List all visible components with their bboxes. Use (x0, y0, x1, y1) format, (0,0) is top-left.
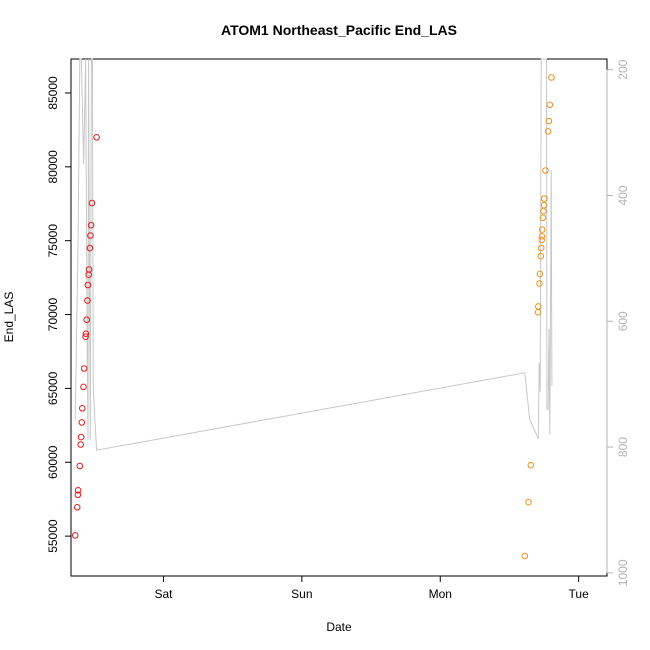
scatter-point-1-3 (74, 491, 82, 499)
scatter-point-2-20 (546, 101, 554, 109)
scatter-point-2-19 (545, 117, 553, 125)
y-axis-label: End_LAS (2, 292, 16, 343)
y-tick-label-6: 80000 (46, 150, 60, 184)
scatter-point-1-12 (82, 333, 89, 341)
y2-tick-label-2: 400 (616, 185, 630, 205)
scatter-point-1-16 (84, 281, 92, 289)
x-tick-label-2: Sun (291, 587, 312, 601)
y2-tick-label-5: 1000 (616, 559, 630, 586)
points-layer (71, 74, 555, 560)
scatter-point-1-14 (83, 316, 90, 324)
y-tick-label-7: 85000 (46, 76, 60, 110)
scatter-point-2-18 (544, 128, 552, 135)
scatter-point-1-9 (79, 405, 86, 412)
scatter-point-2-6 (536, 280, 543, 287)
scatter-point-2-8 (537, 252, 545, 260)
y2-tick-label-4: 800 (616, 437, 630, 457)
y-tick-label-4: 70000 (46, 298, 60, 332)
x-tick-label-4: Tue (569, 587, 590, 601)
axes-layer: Sat Sun Mon Tue 55000 60000 65000 70000 75000 800… (46, 59, 630, 601)
plot-frame (70, 58, 608, 577)
scatter-point-2-16 (540, 195, 548, 202)
scatter-point-1-5 (76, 462, 84, 470)
scatter-point-2-2 (525, 498, 532, 506)
scatter-point-2-9 (537, 244, 545, 252)
y-tick-label-2: 60000 (46, 445, 60, 479)
x-tick-label-1: Sat (154, 587, 173, 601)
scatter-point-1-19 (86, 244, 94, 252)
y2-tick-label-3: 600 (616, 311, 630, 331)
scatter-point-1-7 (77, 433, 85, 441)
scatter-point-1-15 (84, 297, 91, 304)
x-axis-label: Date (326, 620, 352, 634)
scatter-point-2-14 (540, 207, 547, 215)
scatter-point-1-13 (82, 330, 90, 338)
scatter-point-1-1 (71, 532, 79, 539)
scatter-point-2-13 (539, 214, 547, 222)
scatter-point-2-17 (542, 167, 549, 174)
y-tick-label-3: 65000 (46, 371, 60, 405)
chart-title: ATOM1 Northeast_Pacific End_LAS (221, 22, 457, 38)
scatter-point-2-1 (521, 552, 529, 560)
scatter-point-2-15 (540, 201, 548, 209)
scatter-point-1-18 (85, 266, 93, 273)
scatter-point-1-21 (87, 221, 95, 229)
scatter-point-2-3 (527, 461, 535, 469)
scatter-point-2-7 (536, 270, 544, 278)
scatter-point-1-6 (77, 441, 84, 448)
y-tick-label-5: 75000 (46, 224, 60, 258)
scatter-point-1-11 (80, 365, 88, 372)
scatter-point-1-23 (93, 134, 100, 141)
scatter-point-1-4 (74, 487, 82, 494)
scatter-point-2-11 (538, 233, 546, 240)
scatter-point-1-8 (78, 419, 86, 426)
scatter-point-2-5 (535, 303, 542, 310)
scatter-point-1-10 (80, 383, 87, 391)
x-tick-label-3: Mon (429, 587, 452, 601)
scatter-point-2-10 (538, 236, 546, 244)
scatter-point-1-2 (73, 504, 81, 511)
scatter-point-2-21 (548, 74, 555, 81)
scatter-point-1-22 (88, 199, 96, 207)
line-series (74, 58, 553, 451)
line-layer (74, 58, 553, 451)
scatter-point-1-20 (87, 232, 94, 239)
y2-tick-label-1: 200 (616, 59, 630, 79)
y-tick-label-1: 55000 (46, 519, 60, 553)
scatter-point-2-12 (538, 226, 546, 233)
